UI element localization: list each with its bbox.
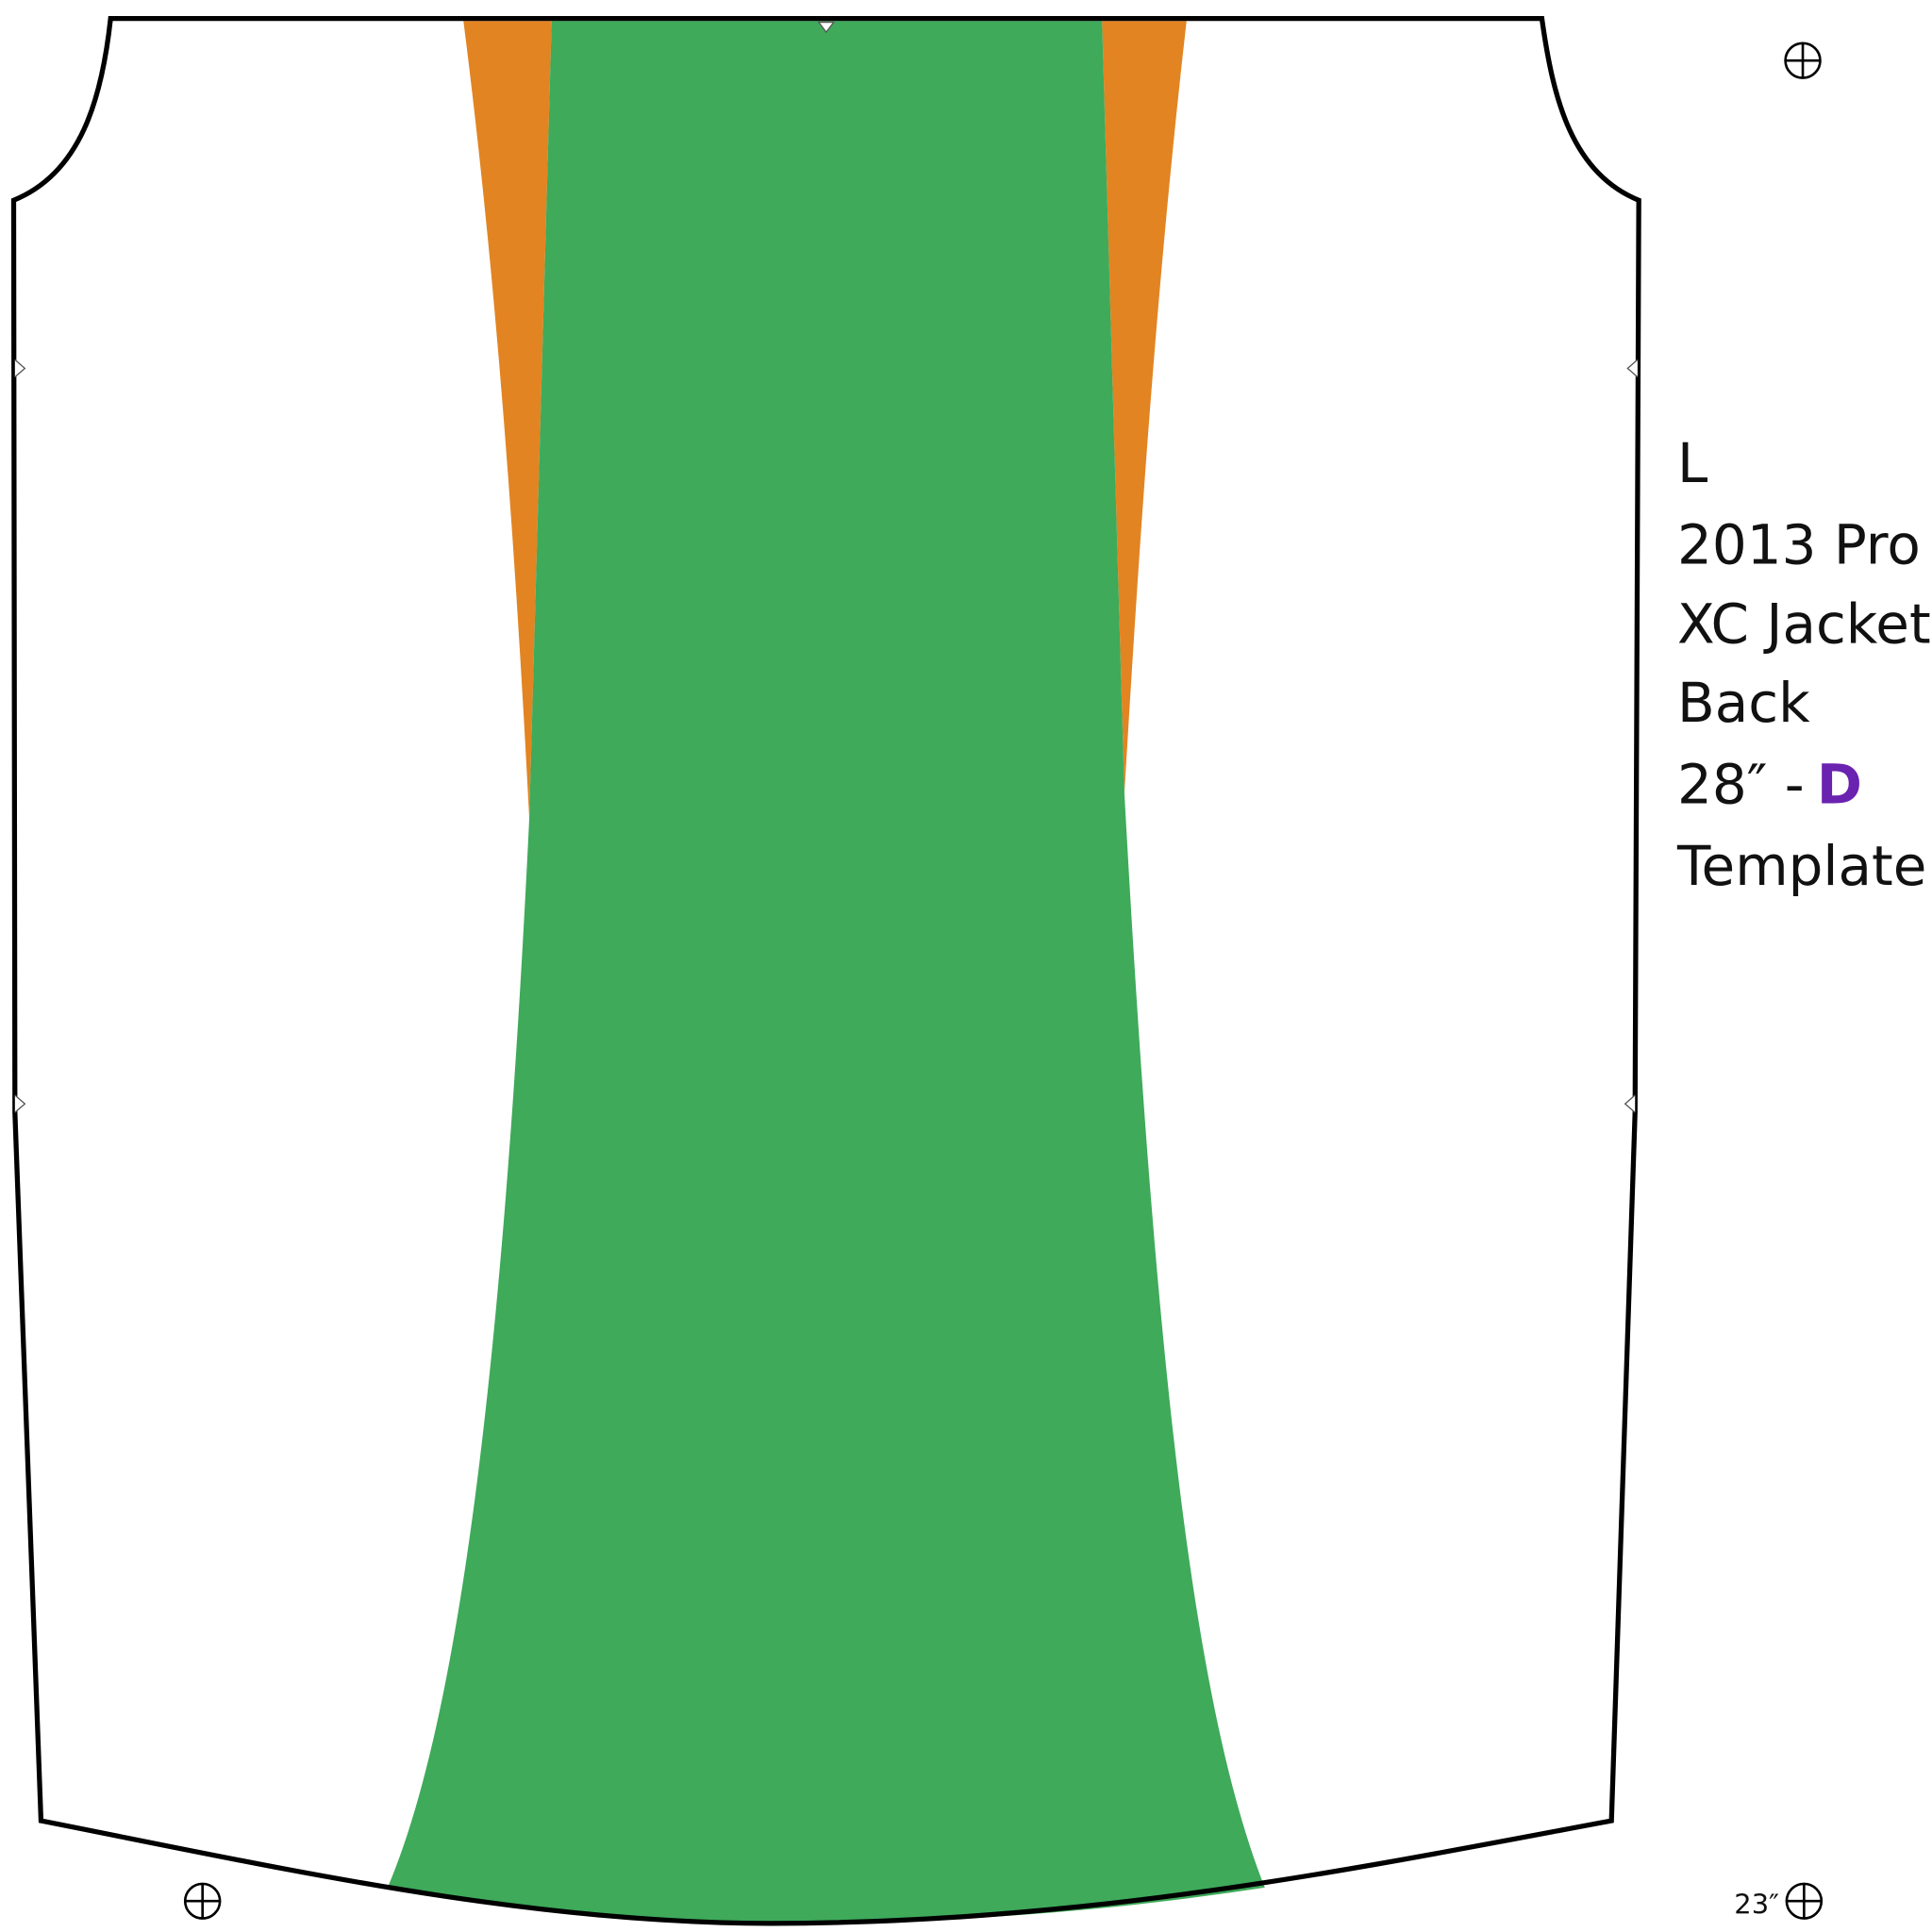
orange-panel-left — [463, 21, 552, 819]
registration-mark — [1784, 42, 1822, 79]
label-line: Back — [1677, 671, 1810, 735]
label-line: XC Jacket — [1677, 591, 1931, 656]
notch — [1624, 1094, 1636, 1113]
measure: 23″ — [1734, 1888, 1779, 1920]
label-line: 2013 Pro — [1677, 513, 1921, 577]
size: 28″ - — [1677, 753, 1805, 817]
notch — [14, 358, 26, 378]
pattern-outline — [10, 16, 1641, 1926]
notch — [817, 21, 836, 34]
size-code: D — [1817, 753, 1862, 817]
notch — [14, 1094, 26, 1113]
label-line: L — [1677, 431, 1707, 495]
label-line: Template — [1676, 834, 1926, 898]
notch — [1626, 358, 1639, 378]
registration-mark — [1785, 1882, 1824, 1920]
orange-panel-right — [1102, 21, 1187, 794]
size-line: 28″ -D — [1677, 753, 1862, 817]
green-panel — [387, 21, 1265, 1924]
registration-mark — [183, 1882, 222, 1920]
